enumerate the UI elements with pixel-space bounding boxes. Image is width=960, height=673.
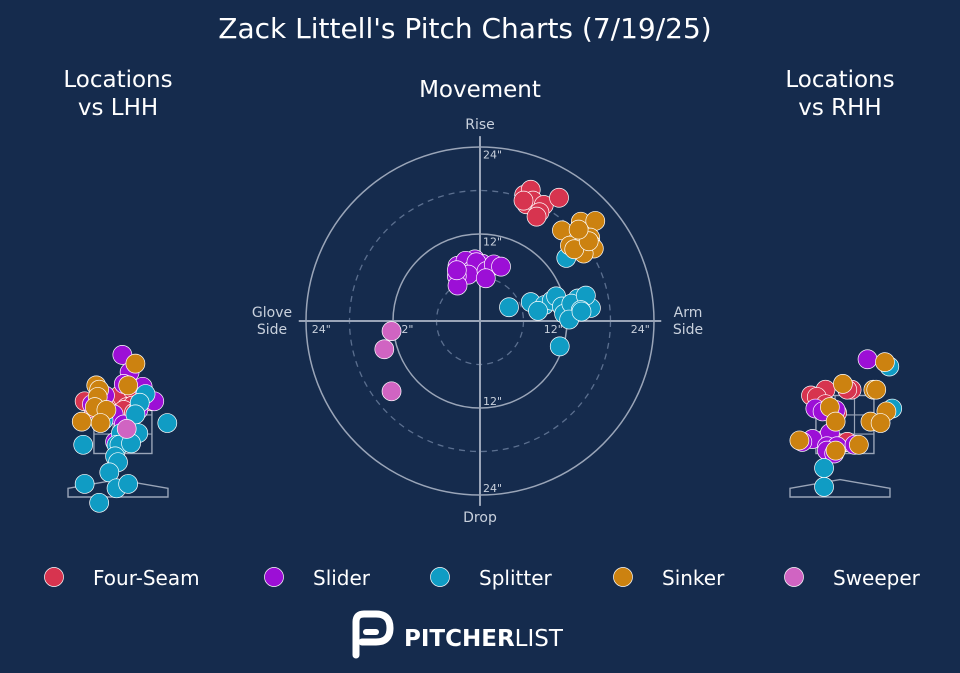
movement-point [491, 256, 511, 277]
panel-title-line-2: vs LHH [78, 95, 158, 121]
legend-marker [784, 567, 804, 587]
legend-label: Sweeper [833, 566, 921, 590]
movement-point [499, 297, 519, 318]
pitch-point [89, 492, 110, 513]
label-glove-side-line-1: Glove [252, 305, 292, 321]
ring-label-right-24: 24" [631, 323, 650, 336]
movement-panel: MovementRiseDropGloveSideArmSide24"12"12… [252, 77, 703, 526]
label-glove-side-line-2: Side [257, 322, 287, 338]
pitch-point [833, 374, 853, 394]
pitch-point [870, 413, 891, 433]
legend-item-slider: Slider [264, 566, 371, 590]
series-slider [446, 249, 511, 296]
legend-item-sinker: Sinker [613, 566, 725, 590]
legend-label: Sinker [662, 566, 725, 590]
ring-label-bottom-24: 24" [483, 482, 502, 495]
pitch-point [74, 474, 95, 494]
pitch-point [90, 413, 111, 433]
pitch-point [73, 434, 94, 455]
movement-point [381, 381, 402, 402]
legend-label: Four-Seam [93, 566, 200, 590]
legend-label: Splitter [479, 566, 552, 590]
pitch-point [71, 411, 92, 432]
label-rise: Rise [465, 117, 495, 133]
pitch-point [116, 419, 137, 439]
pitch-point [789, 430, 810, 451]
movement-point [568, 219, 589, 240]
movement-point [549, 336, 570, 357]
pitch-point [857, 349, 878, 370]
legend-marker [430, 567, 450, 587]
pitch-point [866, 379, 887, 400]
pitcherlist-logo-icon [352, 610, 394, 659]
movement-point [475, 268, 496, 289]
movement-point [526, 206, 547, 227]
label-drop: Drop [463, 510, 497, 526]
movement-point [571, 301, 592, 322]
pitch-point [875, 352, 895, 372]
movement-point [446, 260, 467, 281]
ring-label-left-24: 24" [312, 323, 331, 336]
pitch-point [118, 474, 138, 494]
series-sinker [789, 352, 897, 461]
legend-item-four-seam: Four-Seam [44, 566, 200, 590]
movement-point [374, 339, 395, 360]
legend: Four-Seam Slider Splitter Sinker Sweeper [44, 566, 921, 590]
ring-label-top-24: 24" [483, 149, 502, 162]
series-sweeper [374, 321, 402, 402]
movement-point [381, 321, 402, 341]
legend-marker [613, 567, 633, 587]
legend-item-splitter: Splitter [430, 566, 552, 590]
ring-label-bottom-12: 12" [483, 395, 502, 408]
panel-title-line-2: vs RHH [798, 95, 881, 121]
panel-title-line-1: Locations [785, 67, 894, 93]
movement-point [513, 190, 534, 211]
home-plate [67, 478, 169, 498]
series-sweeper [116, 419, 137, 439]
pitch-point [125, 353, 146, 374]
label-arm-side-line-2: Side [673, 322, 703, 338]
brand-light: LIST [515, 626, 564, 652]
pitch-point [118, 375, 138, 396]
series-sinker [71, 353, 146, 433]
home-plate [789, 478, 891, 498]
legend-label: Slider [313, 566, 371, 590]
movement-point [528, 301, 548, 321]
pitch-point [157, 413, 178, 433]
label-arm-side-line-1: Arm [674, 305, 703, 321]
panel-title: Movement [419, 77, 541, 103]
series-splitter [499, 248, 601, 357]
series-four-seam [513, 179, 569, 227]
legend-marker [264, 567, 284, 587]
figure-title: Zack Littell's Pitch Charts (7/19/25) [218, 12, 711, 45]
brand-wordmark: PITCHERLIST [404, 626, 564, 652]
pitch-point [825, 411, 846, 432]
legend-item-sweeper: Sweeper [784, 566, 921, 590]
panel-title-line-1: Locations [63, 67, 172, 93]
pitch-point [825, 440, 846, 461]
pitch-point [848, 434, 869, 455]
legend-marker [44, 567, 64, 587]
pitch-point [814, 477, 834, 497]
pitch-point [814, 458, 834, 478]
pitcherlist-brand: PITCHERLIST [352, 610, 564, 659]
ring-label-top-12: 12" [483, 236, 502, 249]
movement-point [549, 187, 569, 208]
brand-strong: PITCHER [404, 626, 515, 652]
series-sinker [552, 211, 606, 264]
ring-label-right-12: 12" [544, 323, 563, 336]
